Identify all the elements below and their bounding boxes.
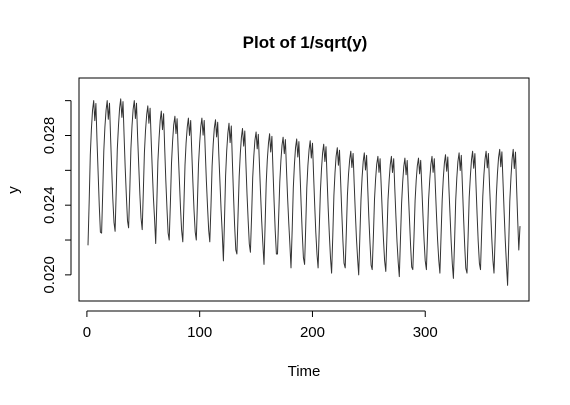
x-tick-label: 0 (83, 324, 91, 341)
x-tick-label: 300 (413, 324, 438, 341)
x-axis-label: Time (288, 363, 321, 380)
y-tick-label: 0.024 (41, 186, 58, 224)
x-tick-label: 200 (300, 324, 325, 341)
plot-frame (78, 77, 530, 302)
series-layer (87, 98, 521, 286)
y-axis-label: y (5, 186, 22, 194)
y-axis: 0.020 0.024 0.028 (41, 100, 72, 294)
chart-title: Plot of 1/sqrt(y) (243, 33, 368, 52)
series-line (87, 98, 521, 286)
y-tick-label: 0.028 (41, 117, 58, 155)
y-tick-label: 0.020 (41, 256, 58, 294)
x-tick-label: 100 (187, 324, 212, 341)
x-axis: 0 100 200 300 (83, 310, 438, 341)
